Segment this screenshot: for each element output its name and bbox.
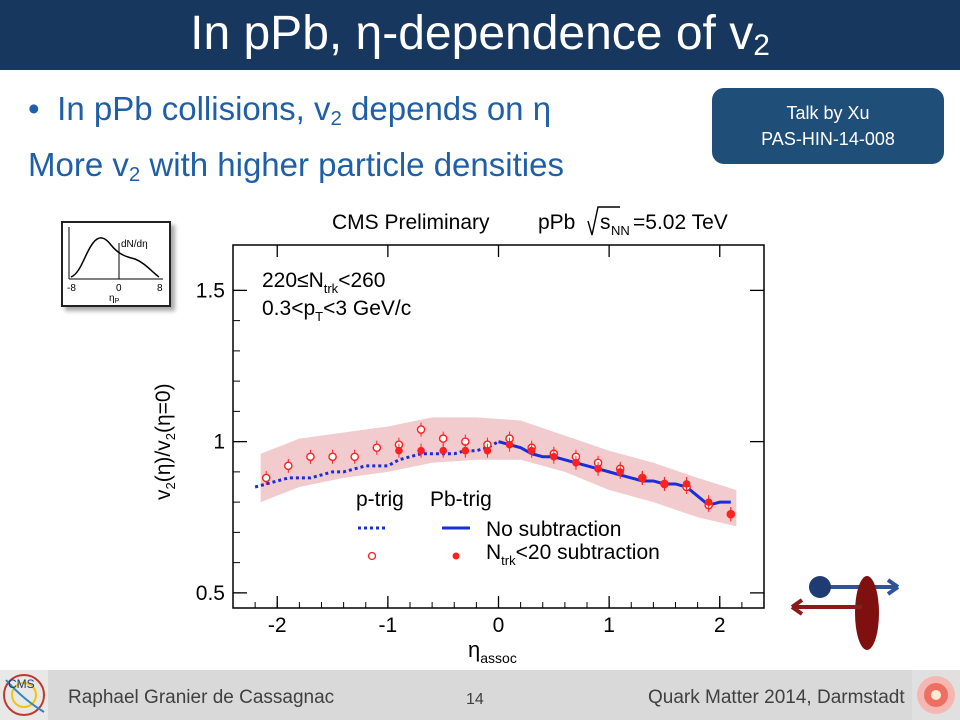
legend-row1: No subtraction xyxy=(486,518,621,541)
data-point-open xyxy=(261,473,271,483)
x-tick-label: -2 xyxy=(268,614,287,637)
data-point-filled xyxy=(616,468,624,476)
x-tick-label: 0 xyxy=(493,614,505,637)
data-point-filled xyxy=(439,446,447,455)
data-point-filled xyxy=(704,498,713,506)
data-point-filled xyxy=(572,459,580,467)
data-point-open xyxy=(372,443,382,452)
inset-label: dN/dη xyxy=(121,239,148,250)
legend: p-trig Pb-trig No subtraction Ntrk<20 su… xyxy=(356,488,660,568)
annotation-pt: 0.3<pT<3 GeV/c xyxy=(262,297,411,324)
footer-conference: Quark Matter 2014, Darmstadt xyxy=(648,687,905,708)
event-logo-icon xyxy=(912,670,960,720)
footer-author: Raphael Granier de Cassagnac xyxy=(68,687,335,708)
data-point-filled xyxy=(638,474,647,482)
title-bar xyxy=(0,0,960,70)
x-tick-label: 2 xyxy=(714,614,726,637)
series-pb-trig-line xyxy=(498,440,731,507)
svg-text:v2(η)/v2(η=0): v2(η)/v2(η=0) xyxy=(152,383,178,500)
data-point-filled xyxy=(483,446,492,455)
footer xyxy=(0,670,960,720)
x-tick-label: 1 xyxy=(603,614,615,637)
svg-text:pPb: pPb xyxy=(538,211,575,234)
data-point-filled xyxy=(505,440,514,449)
dndeta-inset: dN/dη -8 0 8 ηP xyxy=(61,221,171,307)
data-point-filled xyxy=(395,446,403,455)
data-point-open xyxy=(284,461,293,471)
talk-reference-box: Talk by Xu PAS-HIN-14-008 xyxy=(712,88,944,164)
svg-text:CMS: CMS xyxy=(8,677,35,691)
data-point-filled xyxy=(550,452,558,461)
svg-text:=5.02 TeV: =5.02 TeV xyxy=(633,211,728,234)
svg-text:s: s xyxy=(600,211,611,234)
page-number: 14 xyxy=(466,691,484,708)
data-point-open xyxy=(438,434,448,443)
chart-header-left: CMS Preliminary xyxy=(332,211,490,234)
legend-col1: p-trig xyxy=(356,488,404,511)
legend-row2: Ntrk<20 subtraction xyxy=(486,541,660,568)
bullet-2: More v2 with higher particle densities xyxy=(28,146,564,187)
data-point-open xyxy=(416,425,426,434)
annotation-ntrk: 220≤Ntrk<260 xyxy=(262,269,386,296)
sqrt-symbol-icon xyxy=(587,206,620,236)
talk-line-1: Talk by Xu xyxy=(786,103,870,123)
dndeta-inset-plot: dN/dη -8 0 8 ηP xyxy=(67,227,163,305)
inset-tick: -8 xyxy=(67,283,76,294)
inset-tick: 8 xyxy=(157,283,163,294)
data-point-filled xyxy=(682,480,691,488)
data-point-filled xyxy=(660,480,669,488)
y-tick-label: 0.5 xyxy=(196,582,225,605)
slide-title: In pPb, η-dependence of v2 xyxy=(190,7,770,62)
x-tick-label: -1 xyxy=(379,614,398,637)
inset-tick: 0 xyxy=(116,283,122,294)
data-point-filled xyxy=(417,446,425,455)
svg-text:NN: NN xyxy=(611,223,630,238)
data-point-open xyxy=(306,452,315,462)
svg-text:0.3<pT<3 GeV/c: 0.3<pT<3 GeV/c xyxy=(262,297,411,324)
talk-line-2: PAS-HIN-14-008 xyxy=(761,129,895,149)
y-axis-label: v2(η)/v2(η=0) xyxy=(152,383,178,500)
bullet-1: • In pPb collisions, v2 depends on η xyxy=(28,90,552,131)
svg-text:220≤Ntrk<260: 220≤Ntrk<260 xyxy=(262,269,386,296)
data-point-open xyxy=(350,452,359,462)
v2-eta-chart: CMS Preliminary pPb s NN =5.02 TeV -2 -1 0… xyxy=(152,206,765,666)
svg-text:ηassoc: ηassoc xyxy=(468,637,517,666)
data-point-filled xyxy=(527,446,536,455)
data-point-open xyxy=(328,452,337,462)
legend-open-circle xyxy=(367,551,377,561)
data-point-filled xyxy=(727,510,735,519)
legend-filled-circle xyxy=(452,552,460,560)
ppb-collision-icon xyxy=(790,576,900,650)
bullet-dot-icon: • xyxy=(28,90,40,127)
chart-header-right: pPb s NN =5.02 TeV xyxy=(538,206,728,238)
inset-xlabel: ηP xyxy=(109,293,120,305)
cms-logo-icon: CMS xyxy=(0,670,48,720)
x-axis-label: ηassoc xyxy=(468,637,517,666)
data-point-filled xyxy=(594,465,602,473)
data-point-filled xyxy=(461,446,470,455)
legend-col2: Pb-trig xyxy=(430,488,492,511)
y-tick-label: 1.5 xyxy=(196,279,225,302)
y-tick-label: 1 xyxy=(213,431,225,454)
